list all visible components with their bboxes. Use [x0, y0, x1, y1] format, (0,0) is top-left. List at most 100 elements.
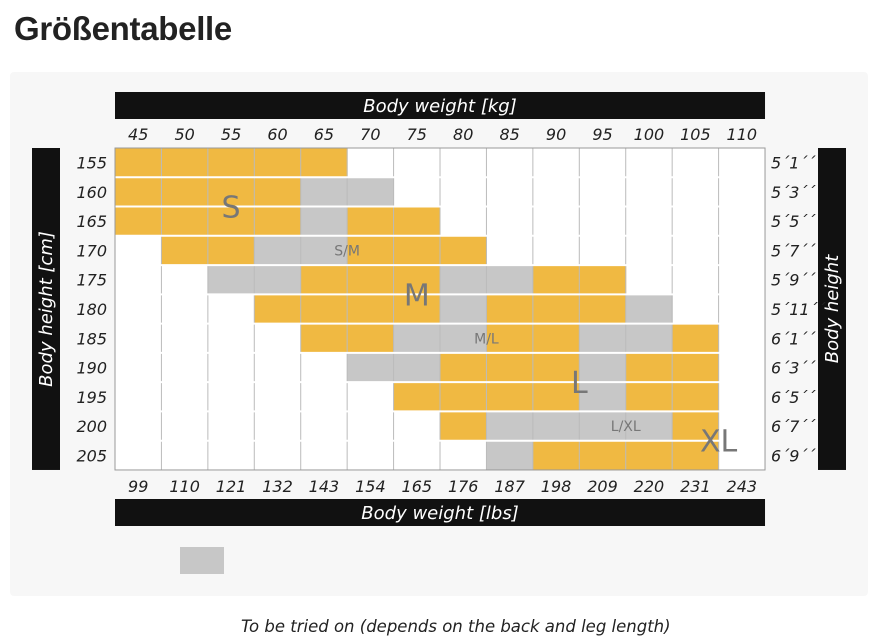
size-cell	[672, 411, 720, 442]
try-on-cell	[579, 411, 627, 442]
size-cell	[254, 206, 302, 237]
size-cell	[532, 265, 580, 295]
x-tick-lbs: 198	[541, 477, 572, 496]
size-cell	[486, 352, 534, 383]
y-tick-ft: 6´9´´	[771, 446, 816, 465]
y-tick-cm: 190	[76, 359, 107, 378]
x-tick-kg: 90	[546, 125, 566, 144]
y-tick-ft: 5´7´´	[771, 241, 816, 260]
x-tick-lbs: 176	[448, 477, 479, 496]
x-tick-kg: 100	[634, 125, 665, 144]
try-on-cell	[393, 352, 441, 383]
size-cell	[300, 265, 348, 295]
y-tick-ft: 5´9´´	[771, 271, 816, 290]
size-cell	[486, 382, 534, 412]
size-cell	[115, 206, 162, 237]
size-cell	[625, 440, 673, 471]
x-tick-kg: 75	[407, 125, 427, 144]
size-cell	[300, 148, 348, 178]
size-cell	[161, 235, 209, 266]
y-tick-ft: 6´7´´	[771, 417, 816, 436]
zone-label-s: S	[222, 191, 241, 226]
zone-label-xl: XL	[700, 425, 738, 460]
size-cell	[347, 323, 395, 354]
size-cell	[254, 294, 302, 325]
y-tick-cm: 185	[76, 329, 107, 348]
size-chart-panel: Body weight [kg] Body weight [lbs] Body he…	[10, 72, 868, 636]
x-tick-lbs: 99	[128, 477, 148, 496]
top-axis-title: Body weight [kg]	[363, 96, 516, 117]
size-cell	[579, 440, 627, 471]
x-tick-kg: 50	[174, 125, 194, 144]
try-on-cell	[486, 440, 534, 471]
size-cell	[161, 206, 209, 237]
try-on-cell	[300, 177, 348, 208]
size-cell	[207, 148, 255, 178]
try-on-cell	[207, 265, 255, 295]
try-on-cell	[486, 411, 534, 442]
y-tick-cm: 195	[76, 388, 107, 407]
size-cell	[579, 294, 627, 325]
y-tick-cm: 165	[76, 212, 107, 231]
size-cell	[207, 206, 255, 237]
size-cell	[347, 206, 395, 237]
y-tick-cm: 170	[76, 241, 107, 260]
try-on-cell	[440, 323, 487, 354]
size-cell	[300, 294, 348, 325]
size-cell	[532, 294, 580, 325]
legend-label: To be tried on (depends on the back and …	[241, 617, 671, 636]
y-tick-cm: 205	[76, 446, 107, 465]
x-tick-kg: 95	[592, 125, 612, 144]
y-tick-cm: 155	[76, 154, 107, 173]
x-tick-lbs: 154	[355, 477, 386, 496]
right-axis-title: Body height	[822, 254, 843, 363]
zone-label-s-m: S/M	[334, 243, 360, 259]
y-tick-ft: 6´5´´	[771, 388, 816, 407]
try-on-cell	[347, 177, 395, 208]
x-tick-lbs: 143	[309, 477, 340, 496]
x-tick-kg: 55	[221, 125, 241, 144]
size-cell	[161, 148, 209, 178]
try-on-cell	[579, 352, 627, 383]
y-tick-ft: 6´1´´	[771, 329, 816, 348]
x-tick-kg: 110	[727, 125, 758, 144]
try-on-cell	[254, 265, 302, 295]
try-on-cell	[579, 323, 627, 354]
x-tick-lbs: 243	[727, 477, 758, 496]
size-cell	[393, 382, 441, 412]
x-tick-kg: 80	[453, 125, 473, 144]
size-cell	[115, 148, 162, 178]
y-tick-ft: 5´5´´	[771, 212, 816, 231]
size-cell	[115, 177, 162, 208]
size-cell	[532, 440, 580, 471]
try-on-cell	[440, 265, 487, 295]
size-cell	[254, 177, 302, 208]
x-tick-kg: 45	[128, 125, 148, 144]
size-cell	[393, 206, 441, 237]
try-on-cell	[254, 235, 302, 266]
try-on-cell	[625, 323, 673, 354]
size-cell	[300, 323, 348, 354]
size-cell	[625, 352, 673, 383]
size-cell	[393, 265, 441, 295]
size-cell	[672, 323, 720, 354]
x-tick-lbs: 110	[169, 477, 200, 496]
y-tick-ft: 5´11´´	[771, 300, 827, 319]
legend-swatch	[180, 547, 224, 574]
right-axis-band	[818, 148, 846, 470]
grid-border	[114, 147, 766, 471]
size-cell	[393, 294, 441, 325]
bottom-axis-title: Body weight [lbs]	[361, 503, 518, 524]
zone-label-l-xl: L/XL	[611, 419, 641, 435]
y-tick-cm: 175	[76, 271, 107, 290]
try-on-cell	[440, 294, 487, 325]
try-on-cell	[393, 323, 441, 354]
size-cell	[440, 382, 487, 412]
try-on-cell	[625, 411, 673, 442]
size-cell	[440, 352, 487, 383]
y-tick-ft: 5´3´´	[771, 183, 816, 202]
x-tick-kg: 65	[314, 125, 334, 144]
x-tick-kg: 105	[680, 125, 711, 144]
size-cell	[532, 352, 580, 383]
size-cell	[440, 235, 487, 266]
